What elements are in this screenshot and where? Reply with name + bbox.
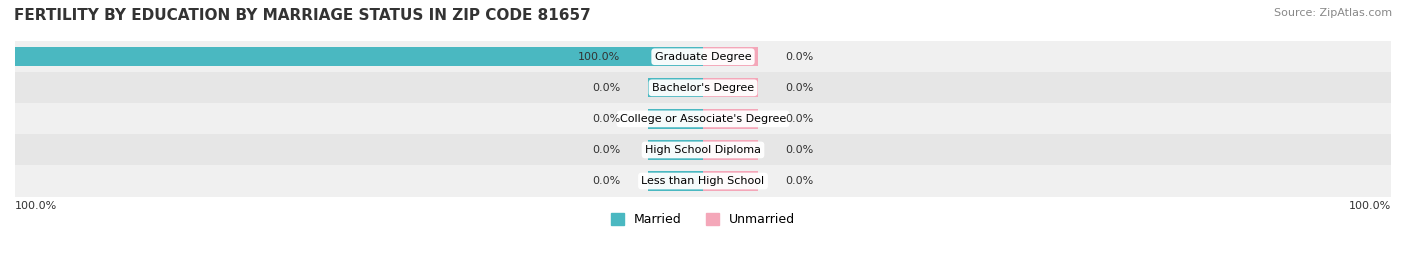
Bar <box>703 171 758 191</box>
Bar <box>648 109 703 129</box>
Text: 0.0%: 0.0% <box>786 145 814 155</box>
Text: College or Associate's Degree: College or Associate's Degree <box>620 114 786 124</box>
Text: 0.0%: 0.0% <box>786 52 814 62</box>
Text: 0.0%: 0.0% <box>786 176 814 186</box>
Bar <box>703 140 758 160</box>
Text: Less than High School: Less than High School <box>641 176 765 186</box>
Bar <box>15 165 1391 197</box>
Text: 0.0%: 0.0% <box>592 114 620 124</box>
Bar <box>703 78 758 97</box>
Text: 100.0%: 100.0% <box>1348 201 1391 211</box>
Text: 0.0%: 0.0% <box>592 176 620 186</box>
Text: Bachelor's Degree: Bachelor's Degree <box>652 83 754 93</box>
Text: Source: ZipAtlas.com: Source: ZipAtlas.com <box>1274 8 1392 18</box>
Bar <box>648 171 703 191</box>
Text: High School Diploma: High School Diploma <box>645 145 761 155</box>
Bar <box>648 140 703 160</box>
Text: 0.0%: 0.0% <box>592 83 620 93</box>
Text: Graduate Degree: Graduate Degree <box>655 52 751 62</box>
Bar <box>15 41 1391 72</box>
Text: 100.0%: 100.0% <box>15 201 58 211</box>
Bar <box>15 47 703 66</box>
Text: 100.0%: 100.0% <box>578 52 620 62</box>
Text: 0.0%: 0.0% <box>786 114 814 124</box>
Text: FERTILITY BY EDUCATION BY MARRIAGE STATUS IN ZIP CODE 81657: FERTILITY BY EDUCATION BY MARRIAGE STATU… <box>14 8 591 23</box>
Bar <box>15 103 1391 134</box>
Bar <box>15 72 1391 103</box>
Bar <box>703 47 758 66</box>
Text: 0.0%: 0.0% <box>592 145 620 155</box>
Text: 0.0%: 0.0% <box>786 83 814 93</box>
Bar <box>15 134 1391 165</box>
Legend: Married, Unmarried: Married, Unmarried <box>606 208 800 231</box>
Bar <box>703 109 758 129</box>
Bar <box>648 78 703 97</box>
